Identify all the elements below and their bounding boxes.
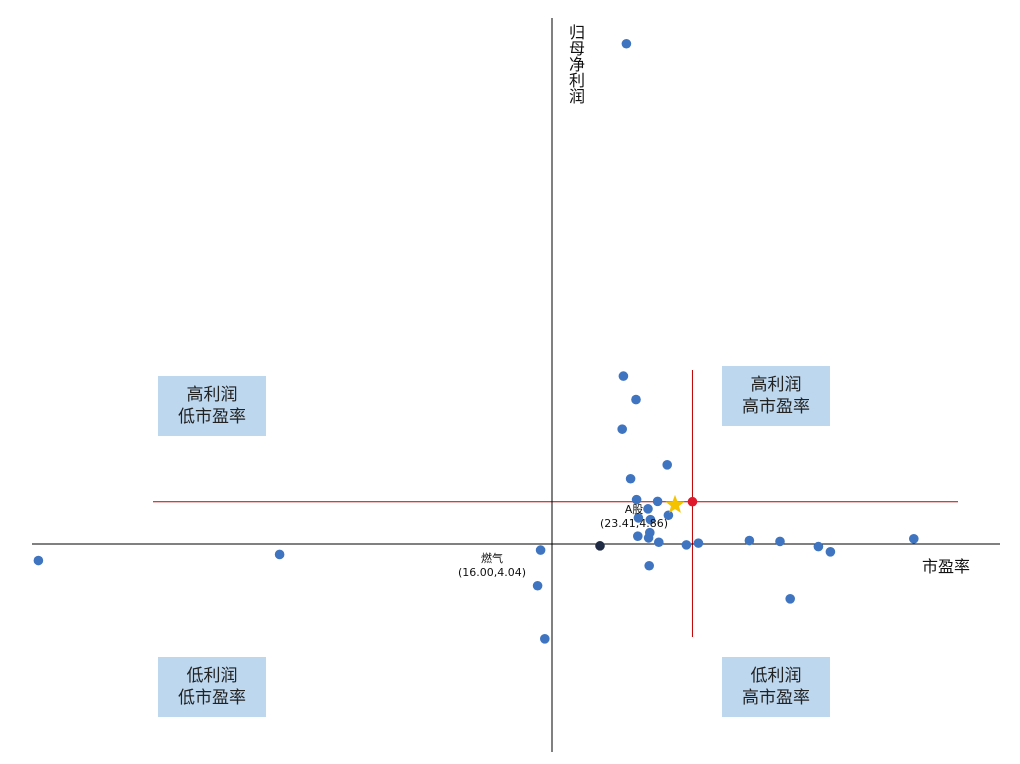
data-point <box>625 473 636 484</box>
axes <box>32 18 1000 752</box>
a-share-point <box>687 496 698 507</box>
data-point <box>33 555 44 566</box>
data-point <box>532 580 543 591</box>
data-point <box>617 424 627 434</box>
y-axis-title: 归母净利润 <box>566 24 585 104</box>
data-point <box>643 504 653 514</box>
data-point <box>633 513 644 523</box>
quadrant-bottom-right-line1: 低利润 <box>750 666 802 686</box>
special-markers <box>595 494 698 551</box>
quadrant-top-left: 高利润 低市盈率 <box>158 376 266 436</box>
highlight-name: 燃气 <box>481 552 504 565</box>
data-point <box>644 560 654 571</box>
reference-name: A股 <box>624 503 644 516</box>
reference-label: A股 (23.41,4.86) <box>600 503 668 531</box>
quadrant-bottom-right-line2: 高市盈率 <box>742 688 810 708</box>
quadrant-bottom-left: 低利润 低市盈率 <box>158 657 266 717</box>
data-point <box>775 536 785 547</box>
data-point <box>652 496 663 507</box>
gas-point <box>595 541 605 551</box>
quadrant-bottom-right: 低利润 高市盈率 <box>722 657 830 717</box>
reference-coords: (23.41,4.86) <box>600 517 669 530</box>
quadrant-top-left-line1: 高利润 <box>186 385 238 405</box>
quadrant-top-right: 高利润 高市盈率 <box>722 366 830 426</box>
x-axis-title: 市盈率 <box>922 557 971 576</box>
data-points <box>33 38 919 644</box>
data-point <box>643 533 654 543</box>
industry-average-star <box>665 494 685 513</box>
quadrant-bottom-left-line2: 低市盈率 <box>178 688 246 708</box>
quadrant-top-left-line2: 低市盈率 <box>178 407 246 427</box>
highlight-coords: (16.00,4.04) <box>458 566 527 579</box>
data-point <box>663 510 674 521</box>
data-point <box>693 538 704 548</box>
data-point <box>909 533 919 544</box>
data-point <box>681 540 692 550</box>
data-point <box>631 394 641 405</box>
quadrant-top-right-line1: 高利润 <box>750 375 802 395</box>
data-point <box>274 549 285 560</box>
data-point <box>618 371 629 381</box>
data-point <box>813 541 824 552</box>
data-point <box>631 494 642 505</box>
quadrant-bottom-left-line1: 低利润 <box>186 666 238 686</box>
data-point <box>785 594 795 604</box>
data-point <box>654 537 664 548</box>
data-point <box>621 38 632 49</box>
data-point <box>825 547 836 557</box>
data-point <box>645 514 656 525</box>
data-point <box>535 545 546 555</box>
data-point <box>540 634 550 644</box>
data-point <box>662 460 672 470</box>
highlight-label: 燃气 (16.00,4.04) <box>458 552 526 580</box>
data-point <box>744 535 755 546</box>
quadrant-top-right-line2: 高市盈率 <box>742 397 810 417</box>
reference-lines <box>153 370 958 637</box>
data-point <box>633 531 643 541</box>
